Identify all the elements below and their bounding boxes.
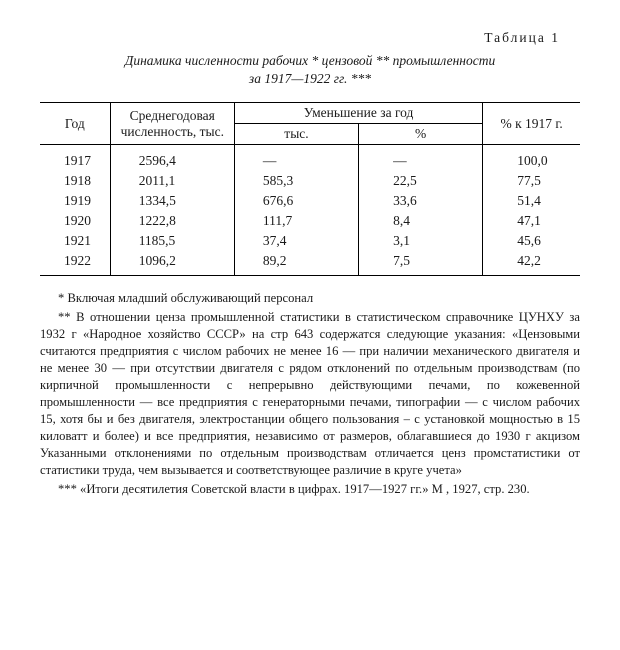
col-year: Год — [40, 103, 110, 145]
table-row: 1918 2011,1 585,3 22,5 77,5 — [40, 171, 580, 191]
table-row: 1917 2596,4 — — 100,0 — [40, 151, 580, 171]
footnote-3: *** «Итоги десятилетия Советской власти … — [40, 481, 580, 498]
cell-year: 1922 — [40, 251, 110, 276]
table-title: Динамика численности рабочих * цензовой … — [40, 52, 580, 88]
footnotes: * Включая младший обслуживающий персонал… — [40, 290, 580, 498]
cell-dec-p: 3,1 — [359, 231, 483, 251]
table-body: 1917 2596,4 — — 100,0 1918 2011,1 585,3 … — [40, 145, 580, 276]
footnote-2: ** В отношении ценза промышленной статис… — [40, 309, 580, 479]
cell-dec-t: 89,2 — [234, 251, 358, 276]
table-row: 1919 1334,5 676,6 33,6 51,4 — [40, 191, 580, 211]
cell-dec-t: 676,6 — [234, 191, 358, 211]
col-dec-pct: % — [359, 124, 483, 145]
cell-avg: 2011,1 — [110, 171, 234, 191]
table-number: Таблица 1 — [40, 30, 580, 46]
cell-year: 1917 — [40, 151, 110, 171]
cell-pct: 45,6 — [483, 231, 580, 251]
cell-dec-p: 7,5 — [359, 251, 483, 276]
col-dec-thous: тыс. — [234, 124, 358, 145]
cell-dec-t: 111,7 — [234, 211, 358, 231]
data-table: Год Среднегодовая численность, тыс. Умен… — [40, 102, 580, 276]
cell-avg: 1222,8 — [110, 211, 234, 231]
cell-dec-t: — — [234, 151, 358, 171]
cell-year: 1921 — [40, 231, 110, 251]
cell-dec-p: 22,5 — [359, 171, 483, 191]
cell-pct: 77,5 — [483, 171, 580, 191]
table-row: 1921 1185,5 37,4 3,1 45,6 — [40, 231, 580, 251]
cell-avg: 1334,5 — [110, 191, 234, 211]
title-line-1: Динамика численности рабочих * цензовой … — [125, 53, 495, 68]
cell-avg: 1096,2 — [110, 251, 234, 276]
table-row: 1922 1096,2 89,2 7,5 42,2 — [40, 251, 580, 276]
title-line-2: за 1917—1922 гг. *** — [249, 71, 371, 86]
cell-year: 1919 — [40, 191, 110, 211]
col-avg: Среднегодовая численность, тыс. — [110, 103, 234, 145]
cell-year: 1918 — [40, 171, 110, 191]
cell-pct: 100,0 — [483, 151, 580, 171]
cell-pct: 51,4 — [483, 191, 580, 211]
table-row: 1920 1222,8 111,7 8,4 47,1 — [40, 211, 580, 231]
footnote-1: * Включая младший обслуживающий персонал — [40, 290, 580, 307]
cell-pct: 42,2 — [483, 251, 580, 276]
cell-dec-p: 33,6 — [359, 191, 483, 211]
cell-dec-t: 585,3 — [234, 171, 358, 191]
cell-dec-t: 37,4 — [234, 231, 358, 251]
cell-dec-p: 8,4 — [359, 211, 483, 231]
col-decrease: Уменьшение за год — [234, 103, 482, 124]
cell-avg: 2596,4 — [110, 151, 234, 171]
cell-year: 1920 — [40, 211, 110, 231]
cell-avg: 1185,5 — [110, 231, 234, 251]
col-pct1917: % к 1917 г. — [483, 103, 580, 145]
cell-pct: 47,1 — [483, 211, 580, 231]
cell-dec-p: — — [359, 151, 483, 171]
